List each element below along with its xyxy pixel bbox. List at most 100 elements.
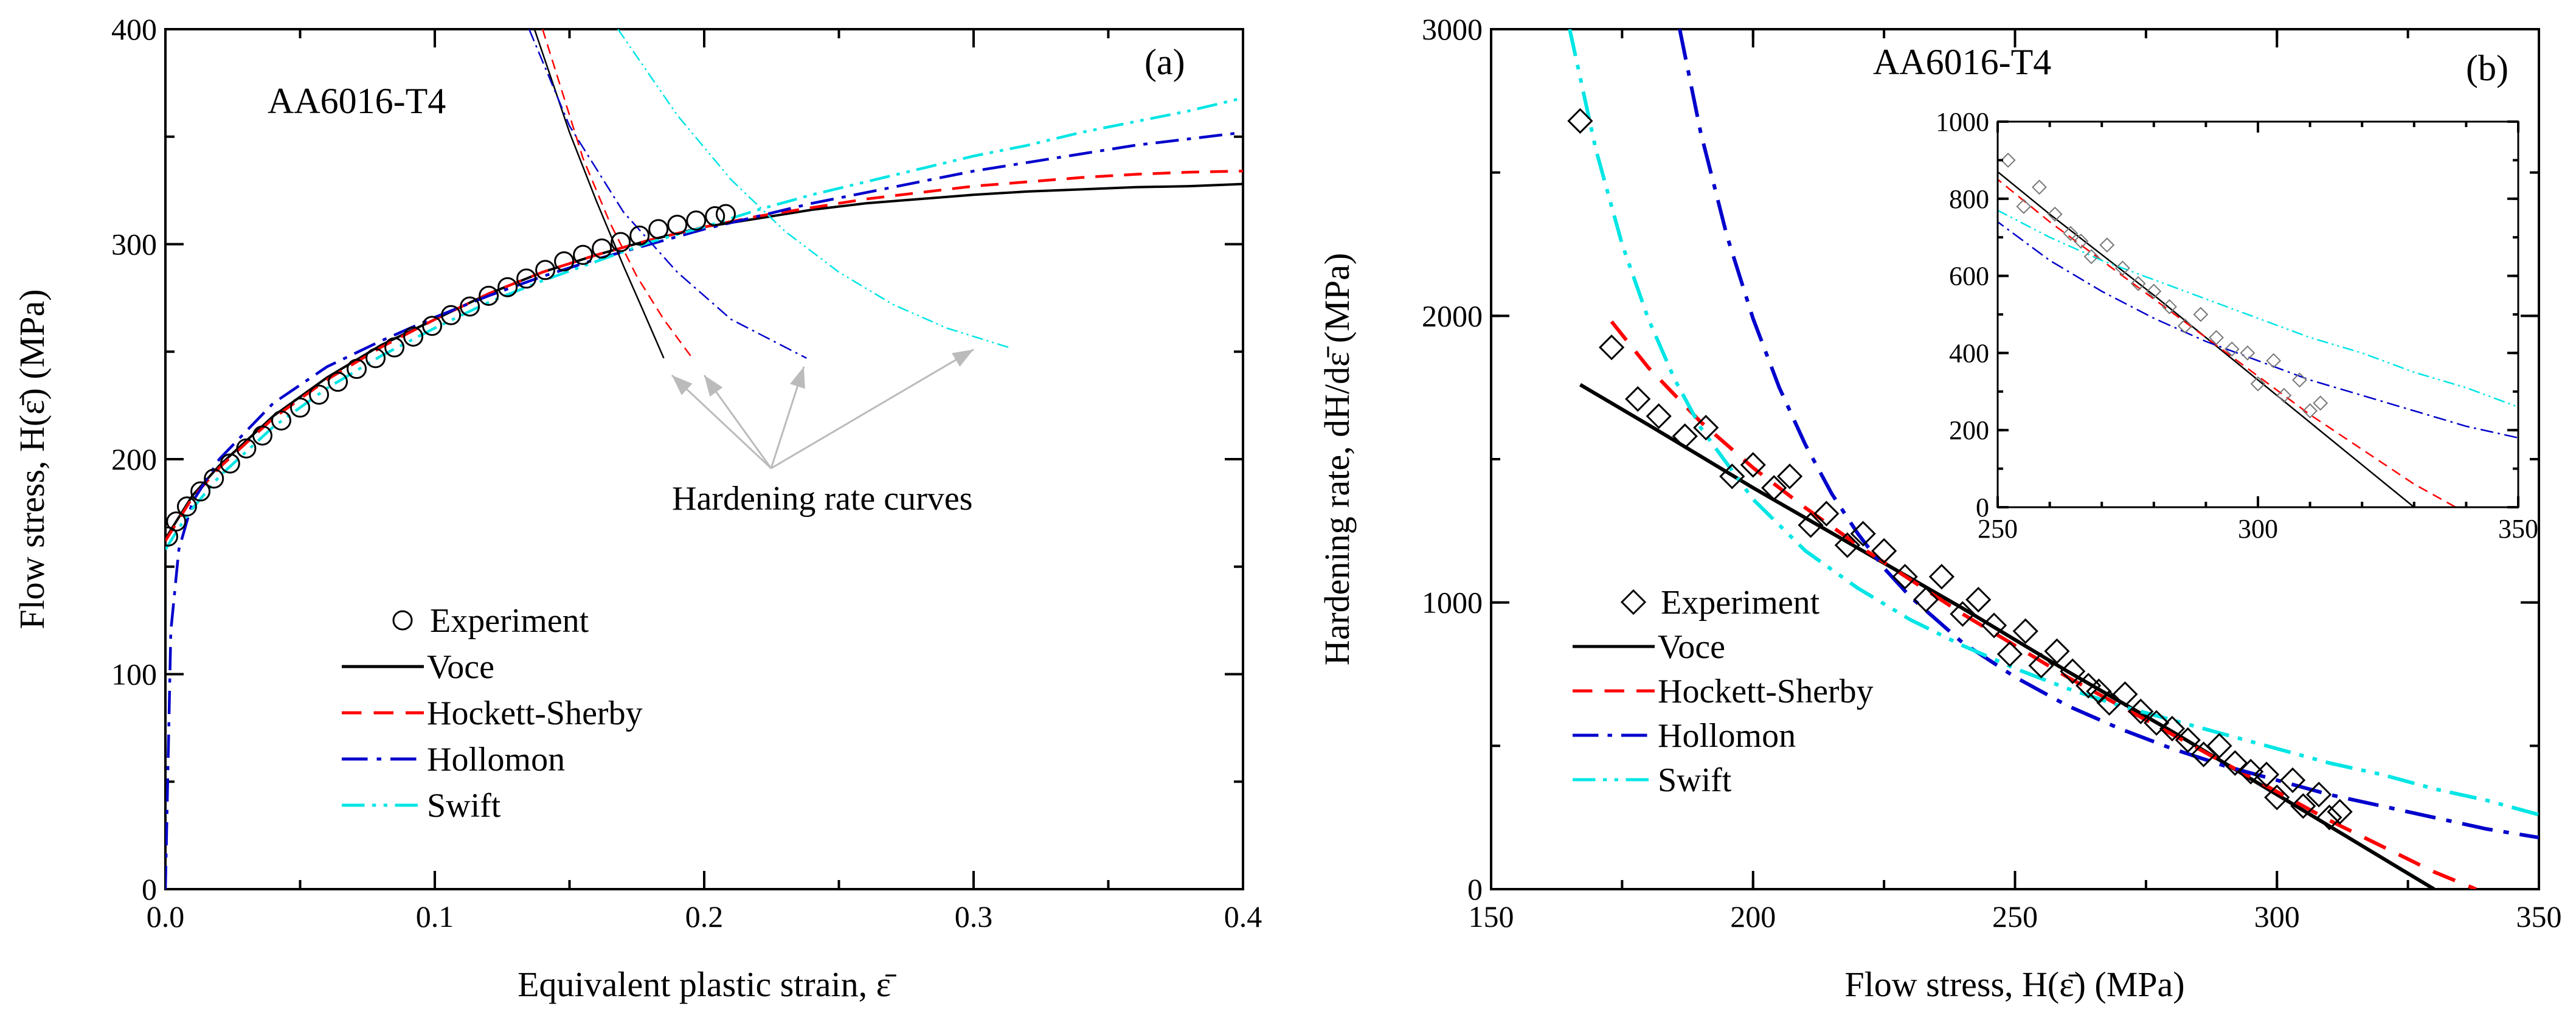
- annotation-arrow-head: [671, 375, 693, 395]
- inset-experiment-point: [2162, 299, 2177, 314]
- annotation-arrow-head: [952, 349, 974, 367]
- experiment-point: [252, 425, 272, 446]
- chart-a-y-tick-label: 300: [111, 227, 157, 262]
- chart-b-legend-marker-experiment: [1620, 589, 1647, 615]
- experiment-point: [422, 316, 443, 336]
- inset-experiment-point: [2193, 307, 2209, 322]
- experiment-point: [1813, 501, 1840, 527]
- chart-a-legend-label-voce: Voce: [427, 648, 494, 686]
- chart-b-x-tick-label: 150: [1469, 899, 1514, 934]
- chart-a-legend-label-hollomon: Hollomon: [427, 741, 565, 778]
- chart-b-y-tick-label: 0: [1467, 872, 1483, 906]
- experiment-point: [2175, 727, 2201, 754]
- inset-y-tick-label: 400: [1949, 338, 1989, 368]
- experiment-point: [554, 251, 575, 272]
- inset-experiment-point: [2130, 276, 2146, 291]
- chart-a-axis-ticks: [164, 28, 1244, 890]
- inset-x-tick-label: 350: [2498, 514, 2538, 544]
- inset-experiment-point: [2073, 234, 2089, 249]
- experiment-point: [1950, 601, 1976, 627]
- chart-b-axis-ticks: [1490, 28, 2540, 890]
- inset-experiment-point: [2099, 237, 2115, 253]
- chart-a-annotation: Hardening rate curves: [672, 480, 972, 518]
- experiment-point: [1965, 586, 1992, 613]
- experiment-point: [441, 305, 462, 325]
- hardening-rate-curve-hockett-sherby: [542, 29, 691, 357]
- inset-experiment-point: [2313, 395, 2328, 411]
- experiment-point: [2028, 653, 2054, 679]
- experiment-point: [1599, 334, 1625, 361]
- inset-experiment-point: [2177, 318, 2193, 334]
- inset-experiment-point: [2146, 283, 2162, 299]
- inset-experiment-point: [2266, 353, 2282, 369]
- experiment-point: [176, 496, 197, 517]
- experiment-point: [1892, 564, 1918, 590]
- experiment-point: [667, 215, 688, 235]
- hardening-rate-curve-hollomon: [528, 29, 807, 359]
- inset-experiment-point: [2063, 226, 2079, 241]
- experiment-point: [347, 359, 367, 380]
- chart-a-y-tick-label: 400: [111, 12, 157, 46]
- experiment-point: [2327, 799, 2353, 825]
- experiment-point: [166, 511, 187, 532]
- experiment-point: [1981, 612, 2007, 639]
- chart-a-arrows: [671, 348, 974, 470]
- experiment-point: [403, 327, 424, 347]
- experiment-point: [2128, 698, 2154, 724]
- chart-b-x-axis-label: Flow stress, H(ε̄) (MPa): [1844, 965, 2184, 1004]
- chart-a-plot-area: [165, 29, 1243, 889]
- experiment-point: [1646, 403, 1672, 429]
- inset-x-tick-label: 300: [2238, 514, 2278, 544]
- inset-y-tick-label: 800: [1949, 184, 1989, 214]
- chart-b-legend: Experiment Voce Hockett-Sherby Hollomon Swif…: [1573, 584, 1874, 799]
- chart-a-legend-label-swift: Swift: [427, 787, 501, 825]
- chart-b-inset-background: [1998, 122, 2518, 507]
- inset-experiment-point: [2083, 249, 2099, 265]
- chart-b-x-tick-label: 200: [1730, 899, 1776, 934]
- experiment-point: [290, 397, 310, 418]
- hardening-rate-curve-swift: [617, 29, 1009, 348]
- experiment-point: [236, 438, 257, 459]
- experiment-point: [535, 260, 556, 280]
- experiment-point: [2316, 805, 2342, 831]
- experiment-point: [190, 481, 211, 502]
- chart-b-inset-tick-labels: 250 300 350 0 200 400 600 800 1000: [1936, 107, 2538, 544]
- experiment-point: [309, 384, 330, 405]
- chart-b-inset-plot-area: [1998, 152, 2518, 507]
- experiment-point: [1928, 564, 1955, 590]
- experiment-point: [611, 232, 631, 252]
- inset-series-voce-line: [1998, 170, 2415, 507]
- chart-a-x-tick-label: 0.1: [416, 899, 454, 934]
- experiment-point: [1996, 641, 2023, 667]
- experiment-point: [573, 244, 594, 265]
- experiment-point: [479, 285, 499, 306]
- inset-series-hockett-sherby-line: [1998, 178, 2456, 507]
- experiment-point: [1625, 386, 1651, 412]
- experiment-point: [1834, 532, 1860, 558]
- chart-b-panel-label: (b): [2466, 48, 2508, 88]
- inset-experiment-point: [2016, 199, 2032, 214]
- experiment-point: [1850, 521, 1876, 547]
- inset-experiment-point: [2250, 376, 2266, 392]
- chart-b-y-tick-label: 3000: [1422, 12, 1483, 46]
- inset-experiment-point: [2240, 345, 2256, 361]
- experiment-point: [460, 296, 480, 317]
- chart-a-legend-marker-experiment: [392, 610, 413, 631]
- experiment-point: [686, 210, 707, 231]
- inset-experiment-point: [2224, 341, 2240, 357]
- experiment-point: [2143, 710, 2170, 736]
- chart-b-y-tick-label: 2000: [1422, 299, 1483, 333]
- chart-b-legend-label-experiment: Experiment: [1661, 584, 1820, 622]
- experiment-point: [2290, 793, 2316, 819]
- experiment-point: [365, 348, 386, 369]
- experiment-point: [2159, 715, 2186, 742]
- experiment-point: [1761, 475, 1787, 501]
- inset-experiment-point: [2032, 179, 2047, 195]
- chart-b-legend-label-hockett-sherby: Hockett-Sherby: [1658, 673, 1874, 710]
- chart-b-legend-label-voce: Voce: [1658, 628, 1725, 666]
- experiment-point: [705, 206, 725, 227]
- chart-b-plot-area: [1567, 29, 2539, 889]
- experiment-point: [648, 219, 669, 240]
